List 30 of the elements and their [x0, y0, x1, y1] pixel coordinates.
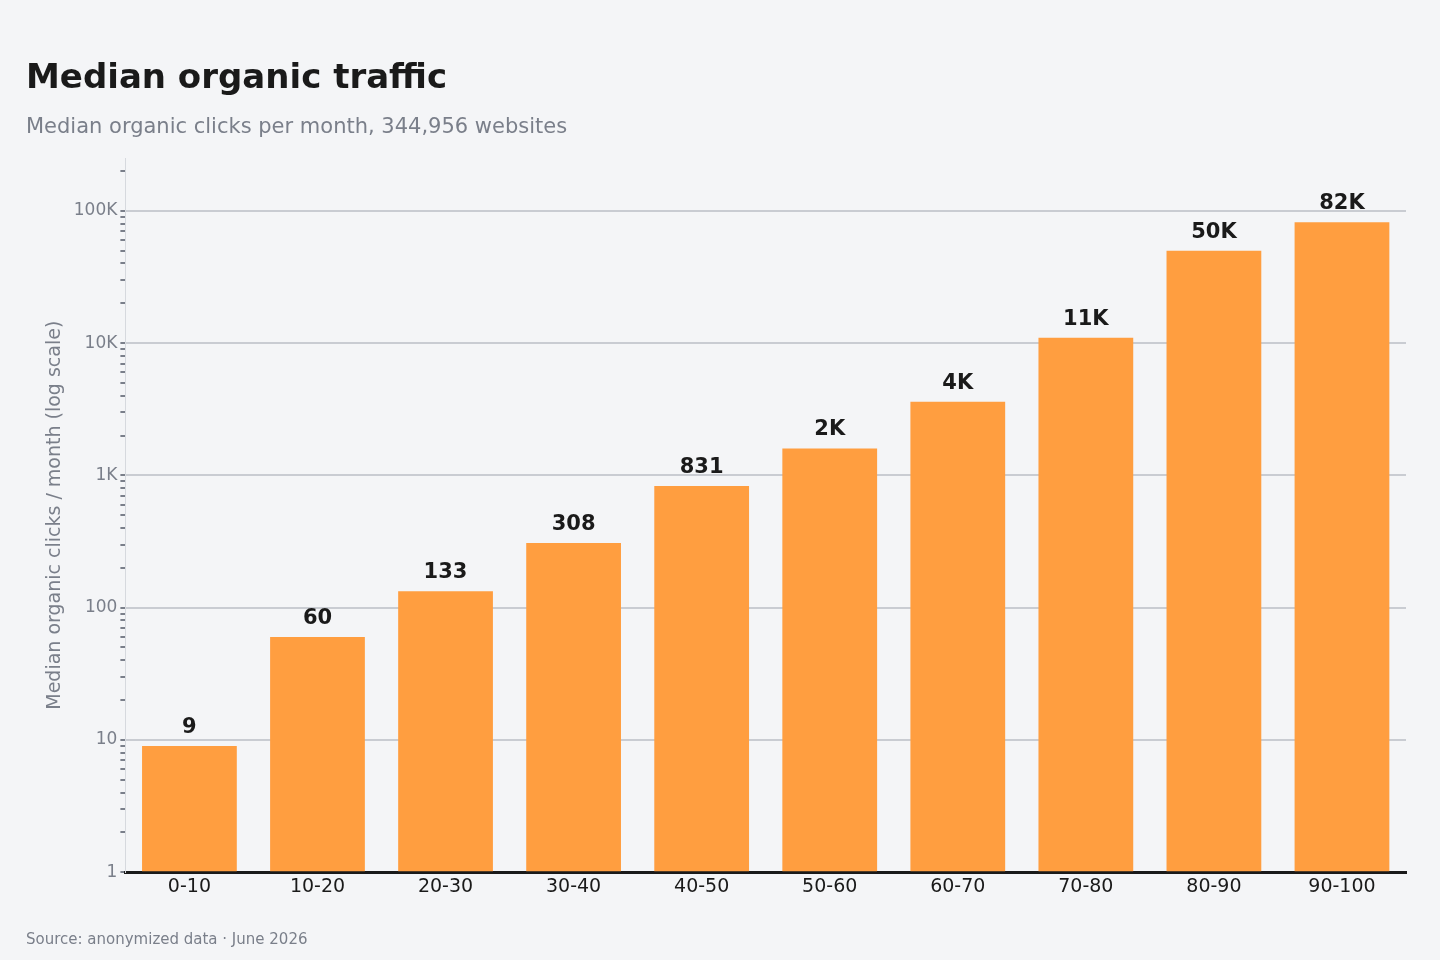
chart-title: Median organic traffic	[26, 56, 448, 96]
y-tick-label: 100K	[73, 199, 119, 220]
data-label: 831	[679, 453, 724, 478]
x-tick-label: 0-10	[167, 873, 211, 896]
data-label: 2K	[814, 416, 846, 441]
data-label: 9	[182, 713, 197, 738]
data-label: 11K	[1063, 305, 1110, 330]
x-tick-label: 70-80	[1058, 873, 1114, 896]
data-label: 82K	[1319, 190, 1366, 215]
data-label: 60	[302, 604, 333, 629]
x-tick-label: 60-70	[930, 873, 986, 896]
x-tick-label: 30-40	[546, 873, 602, 896]
y-axis-title: Median organic clicks / month (log scale)	[42, 320, 65, 710]
data-label: 50K	[1191, 218, 1238, 243]
data-label: 4K	[942, 369, 974, 394]
source-note: Source: anonymized data · June 2026	[26, 930, 308, 948]
y-tick-label: 1K	[95, 463, 119, 484]
x-tick-label: 90-100	[1308, 873, 1376, 896]
y-tick-label: 10	[95, 728, 118, 749]
x-tick-label: 80-90	[1186, 873, 1242, 896]
data-label: 308	[551, 510, 596, 535]
data-label: 133	[423, 559, 468, 584]
x-tick-label: 50-60	[802, 873, 858, 896]
y-tick-label: 1	[106, 860, 118, 881]
chart-subtitle: Median organic clicks per month, 344,956 websites	[26, 114, 568, 138]
x-tick-label: 40-50	[674, 873, 730, 896]
y-tick-label: 100	[84, 596, 118, 617]
y-tick-label: 10K	[84, 331, 119, 352]
x-tick-label: 20-30	[417, 873, 474, 896]
x-tick-label: 10-20	[289, 873, 346, 896]
